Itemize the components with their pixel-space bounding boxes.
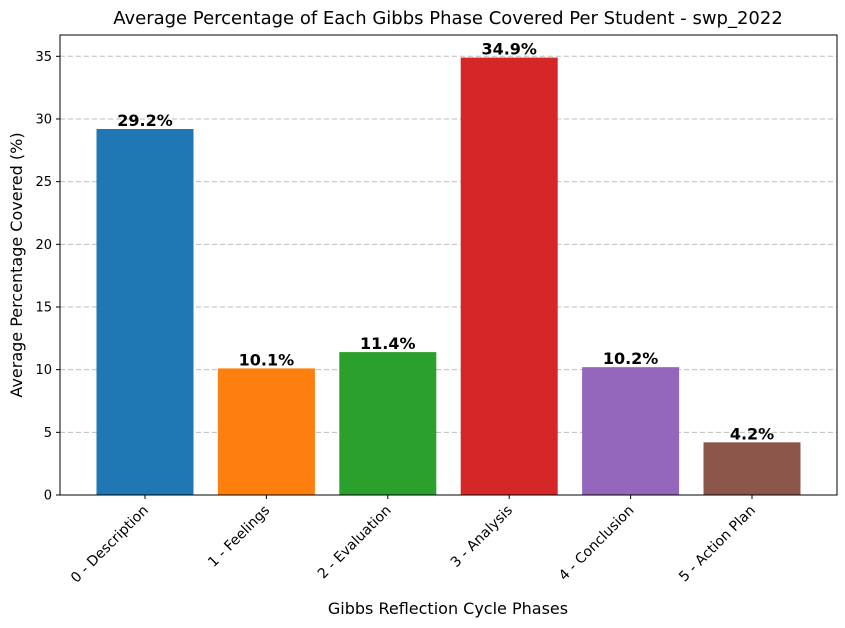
data-label: 10.1% bbox=[239, 350, 295, 369]
bar bbox=[582, 367, 680, 495]
data-label: 4.2% bbox=[730, 424, 774, 443]
bars bbox=[96, 57, 801, 496]
data-label: 11.4% bbox=[360, 334, 416, 353]
x-axis-ticks: 0 - Description 1 - Feelings 2 - Evaluatio… bbox=[68, 495, 759, 586]
chart-title: Average Percentage of Each Gibbs Phase C… bbox=[113, 8, 783, 29]
x-axis-label: Gibbs Reflection Cycle Phases bbox=[328, 599, 568, 618]
x-tick-label: 3 - Analysis bbox=[448, 503, 516, 571]
y-tick-label: 0 bbox=[44, 489, 52, 504]
data-label: 29.2% bbox=[117, 111, 173, 130]
bar bbox=[339, 352, 437, 495]
data-labels: 29.2% 10.1% 11.4% 34.9% 10.2% 4.2% bbox=[117, 40, 774, 444]
data-label: 10.2% bbox=[603, 349, 659, 368]
bar bbox=[217, 368, 315, 495]
x-tick-label: 1 - Feelings bbox=[205, 503, 273, 571]
bar bbox=[96, 129, 194, 496]
y-axis-label: Average Percentage Covered (%) bbox=[7, 132, 26, 397]
y-tick-label: 15 bbox=[35, 300, 52, 315]
x-tick-label: 4 - Conclusion bbox=[556, 503, 637, 584]
plot-frame bbox=[59, 34, 838, 496]
bar bbox=[460, 57, 558, 495]
x-tick-label: 0 - Description bbox=[68, 503, 152, 587]
y-tick-label: 10 bbox=[35, 363, 52, 378]
bar bbox=[703, 442, 801, 495]
y-tick-label: 30 bbox=[35, 112, 52, 127]
y-tick-label: 35 bbox=[35, 50, 52, 65]
x-tick-label: 5 - Action Plan bbox=[676, 503, 759, 586]
y-tick-label: 25 bbox=[35, 175, 52, 190]
y-tick-label: 5 bbox=[44, 426, 52, 441]
x-tick-label: 2 - Evaluation bbox=[315, 503, 395, 583]
y-tick-label: 20 bbox=[35, 238, 52, 253]
data-label: 34.9% bbox=[481, 40, 537, 59]
y-axis-ticks: 0 5 10 15 20 25 30 35 bbox=[35, 50, 60, 504]
